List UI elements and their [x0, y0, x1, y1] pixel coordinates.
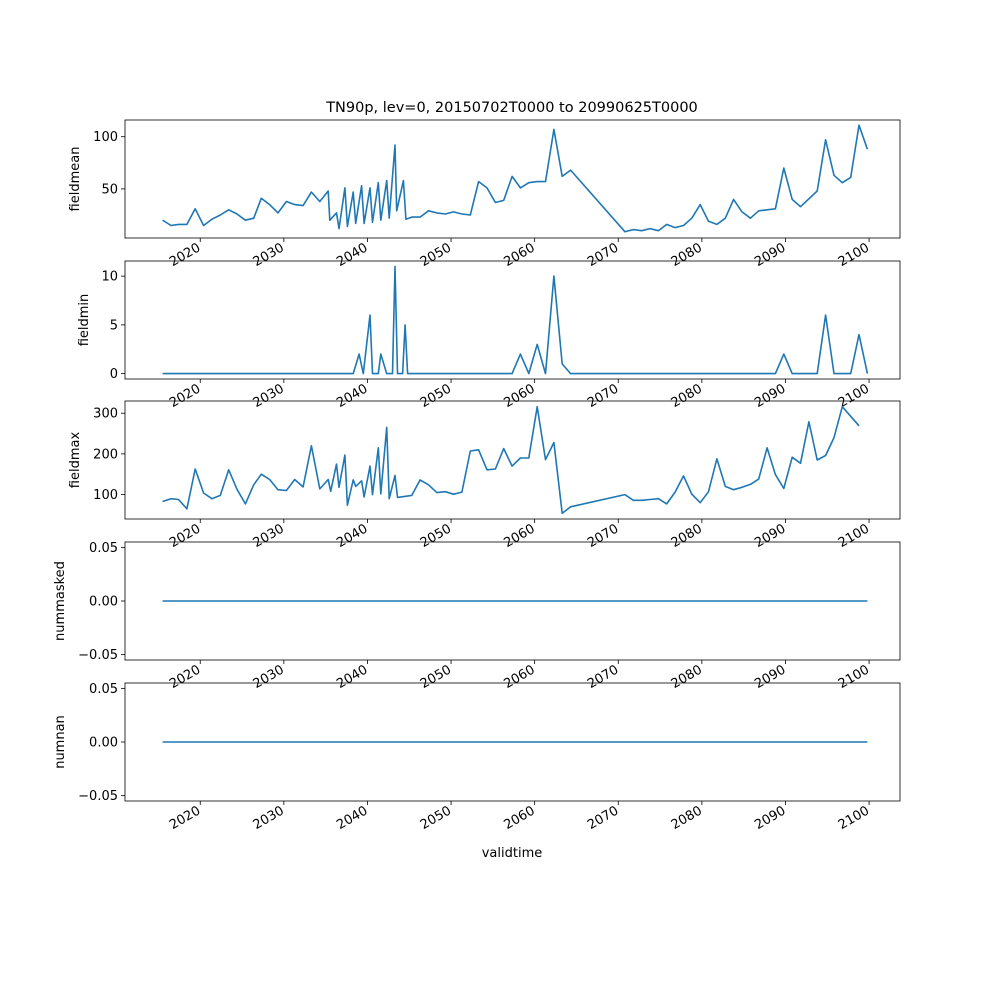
series-line-fieldmin	[162, 265, 869, 375]
x-tick-label-numnan-2: 2040	[334, 803, 370, 833]
x-tick-label-fieldmin-5: 2070	[585, 381, 621, 411]
x-tick-label-numnan-5: 2070	[585, 803, 621, 833]
x-tick-label-nummasked-8: 2100	[836, 662, 872, 692]
y-axis-label-fieldmax: fieldmax	[68, 432, 83, 489]
plot-frame-fieldmean	[124, 119, 901, 239]
y-tick-label-fieldmax-1: 200	[93, 447, 118, 462]
y-tick-label-fieldmin-0: 0	[110, 367, 118, 382]
x-tick-label-fieldmean-5: 2070	[585, 240, 621, 270]
x-tick-label-numnan-3: 2050	[418, 803, 454, 833]
y-tick-label-fieldmean-0: 50	[101, 182, 118, 197]
x-tick-label-fieldmax-7: 2090	[752, 521, 788, 551]
y-tick-label-nummasked-0: −0.05	[78, 648, 118, 663]
y-tick-label-numnan-1: 0.00	[89, 736, 118, 751]
x-tick-label-fieldmean-4: 2060	[501, 240, 537, 270]
x-tick-label-numnan-1: 2030	[251, 803, 287, 833]
y-tick-label-fieldmin-1: 5	[110, 318, 118, 333]
x-tick-label-fieldmin-3: 2050	[418, 381, 454, 411]
y-tick-label-fieldmax-0: 100	[93, 488, 118, 503]
x-tick-label-numnan-0: 2020	[167, 803, 203, 833]
y-tick-label-fieldmin-2: 10	[101, 270, 118, 285]
y-tick-label-nummasked-2: 0.05	[89, 541, 118, 556]
x-tick-label-fieldmin-1: 2030	[251, 381, 287, 411]
y-tick-label-numnan-0: −0.05	[78, 789, 118, 804]
y-tick-label-nummasked-1: 0.00	[89, 595, 118, 610]
x-tick-label-fieldmin-8: 2100	[836, 381, 872, 411]
x-axis-label: validtime	[482, 846, 543, 861]
x-tick-label-fieldmean-7: 2090	[752, 240, 788, 270]
x-tick-label-fieldmean-8: 2100	[836, 240, 872, 270]
x-tick-label-fieldmean-6: 2080	[669, 240, 705, 270]
x-tick-label-fieldmean-2: 2040	[334, 240, 370, 270]
x-tick-label-fieldmean-1: 2030	[251, 240, 287, 270]
x-tick-label-fieldmean-0: 2020	[167, 240, 203, 270]
x-tick-label-fieldmean-3: 2050	[418, 240, 454, 270]
x-tick-label-nummasked-1: 2030	[251, 662, 287, 692]
y-tick-label-fieldmean-1: 100	[93, 130, 118, 145]
y-axis-label-numnan: numnan	[53, 715, 68, 769]
x-tick-label-fieldmax-5: 2070	[585, 521, 621, 551]
x-tick-label-numnan-8: 2100	[836, 803, 872, 833]
x-tick-label-nummasked-7: 2090	[752, 662, 788, 692]
x-tick-label-fieldmin-4: 2060	[501, 381, 537, 411]
x-tick-label-fieldmax-6: 2080	[669, 521, 705, 551]
x-tick-label-fieldmax-1: 2030	[251, 521, 287, 551]
y-tick-label-fieldmax-2: 300	[93, 407, 118, 422]
series-line-fieldmax	[162, 405, 860, 515]
x-tick-label-numnan-7: 2090	[752, 803, 788, 833]
chart-title: TN90p, lev=0, 20150702T0000 to 20990625T…	[325, 100, 698, 116]
plot-frame-fieldmin	[124, 260, 901, 380]
x-tick-label-fieldmax-8: 2100	[836, 521, 872, 551]
plot-frame-fieldmax	[124, 400, 901, 520]
x-tick-label-fieldmax-4: 2060	[501, 521, 537, 551]
x-tick-label-fieldmax-2: 2040	[334, 521, 370, 551]
series-line-fieldmean	[162, 124, 869, 233]
x-tick-label-fieldmax-3: 2050	[418, 521, 454, 551]
y-tick-label-numnan-2: 0.05	[89, 682, 118, 697]
x-tick-label-nummasked-2: 2040	[334, 662, 370, 692]
x-tick-label-fieldmin-2: 2040	[334, 381, 370, 411]
x-tick-label-nummasked-4: 2060	[501, 662, 537, 692]
x-tick-label-nummasked-6: 2080	[669, 662, 705, 692]
x-tick-label-fieldmin-7: 2090	[752, 381, 788, 411]
x-tick-label-nummasked-0: 2020	[167, 662, 203, 692]
x-tick-label-fieldmin-6: 2080	[669, 381, 705, 411]
x-tick-label-fieldmin-0: 2020	[167, 381, 203, 411]
y-axis-label-fieldmin: fieldmin	[77, 294, 92, 347]
x-tick-label-numnan-6: 2080	[669, 803, 705, 833]
x-tick-label-nummasked-5: 2070	[585, 662, 621, 692]
x-tick-label-numnan-4: 2060	[501, 803, 537, 833]
x-tick-label-nummasked-3: 2050	[418, 662, 454, 692]
y-axis-label-nummasked: nummasked	[53, 561, 68, 641]
x-tick-label-fieldmax-0: 2020	[167, 521, 203, 551]
y-axis-label-fieldmean: fieldmean	[68, 147, 83, 212]
